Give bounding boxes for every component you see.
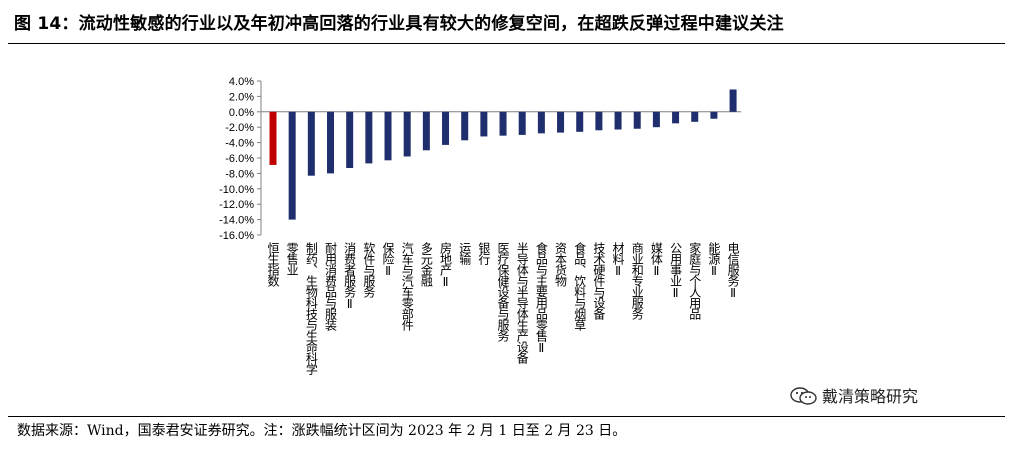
bar xyxy=(480,111,488,137)
y-tick-label: -4.0% xyxy=(225,138,254,150)
category-label: 耐用消费品与服装 xyxy=(324,242,338,332)
category-label: 家庭与个人用品 xyxy=(688,241,702,320)
source-note: 数据来源：Wind，国泰君安证券研究。注：涨跌幅统计区间为 2023 年 2 月… xyxy=(17,423,627,439)
bar xyxy=(614,111,622,130)
category-label: 银行 xyxy=(477,242,491,265)
wechat-icon xyxy=(790,387,817,405)
bar xyxy=(327,111,335,174)
bar xyxy=(269,111,277,165)
figure-title-bar: 图 14：流动性敏感的行业以及年初冲高回落的行业具有较大的修复空间，在超跌反弹过… xyxy=(14,8,999,40)
category-label: 汽车与汽车零部件 xyxy=(400,241,414,331)
category-label: 医疗保健设备与服务 xyxy=(496,242,510,342)
bar xyxy=(499,111,507,136)
category-label: 运输 xyxy=(458,242,472,266)
bar xyxy=(729,89,737,112)
category-label: 消费者服务Ⅱ xyxy=(343,242,357,310)
bar xyxy=(672,111,680,124)
category-label: 能源Ⅱ xyxy=(707,242,721,277)
bar xyxy=(576,111,584,132)
y-tick-label: -2.0% xyxy=(225,122,254,134)
bar xyxy=(537,111,545,134)
category-label: 制药、生物科技与生命科学 xyxy=(304,242,318,375)
bar xyxy=(384,111,392,161)
bar xyxy=(691,111,699,122)
y-tick-label: -12.0% xyxy=(219,199,254,211)
category-label: 电信服务Ⅱ xyxy=(726,242,740,299)
y-tick-label: -10.0% xyxy=(219,184,254,196)
bar xyxy=(288,111,296,220)
bar-chart: 4.0% 2.0% 0.0% -2.0% -4.0% -6.0% -8.0% -10.0% -1… xyxy=(219,76,742,375)
y-tick-label: 0.0% xyxy=(229,107,254,119)
category-label: 恒生指数 xyxy=(266,242,280,288)
top-rule xyxy=(8,43,1005,44)
category-label: 软件与服务 xyxy=(362,242,376,298)
category-label: 房地产Ⅱ xyxy=(439,241,453,288)
bar xyxy=(346,111,354,169)
category-label: 半导体与半导体生产设备 xyxy=(515,242,529,365)
category-label: 公用事业Ⅱ xyxy=(669,242,683,299)
category-label: 保险Ⅱ xyxy=(381,242,395,277)
bar xyxy=(422,111,430,151)
y-tick-label: -8.0% xyxy=(225,168,254,180)
figure-title: 图 14：流动性敏感的行业以及年初冲高回落的行业具有较大的修复空间，在超跌反弹过… xyxy=(14,14,784,34)
category-label: 资本货物 xyxy=(554,242,568,287)
y-tick-label: 4.0% xyxy=(229,76,254,88)
bar xyxy=(652,111,660,128)
bar xyxy=(442,111,450,145)
y-tick-label: 2.0% xyxy=(229,91,254,103)
category-label: 食品与主要用品零售Ⅱ xyxy=(534,241,548,354)
y-tick-label: -14.0% xyxy=(219,215,254,227)
bar xyxy=(518,111,526,135)
watermark-text: 戴清策略研究 xyxy=(822,387,919,406)
y-tick-label: -6.0% xyxy=(225,153,254,165)
bar xyxy=(461,111,469,141)
bar xyxy=(403,111,411,157)
category-label: 零售业 xyxy=(285,242,299,275)
category-label: 食品、饮料与烟草 xyxy=(573,241,587,331)
bottom-rule xyxy=(8,416,1005,417)
bar xyxy=(365,111,373,164)
bar xyxy=(710,111,718,119)
bar xyxy=(633,111,641,129)
bar xyxy=(557,111,565,133)
bar xyxy=(595,111,603,131)
category-label: 媒体Ⅱ xyxy=(649,242,663,277)
category-label: 商业和专业服务 xyxy=(630,241,644,320)
bar xyxy=(307,111,315,176)
watermark: 戴清策略研究 xyxy=(790,383,918,407)
category-label: 技术硬件与设备 xyxy=(592,242,606,321)
y-tick-label: -16.0% xyxy=(219,230,254,242)
category-label: 多元金融 xyxy=(419,242,433,288)
category-label: 材料Ⅱ xyxy=(611,242,625,277)
